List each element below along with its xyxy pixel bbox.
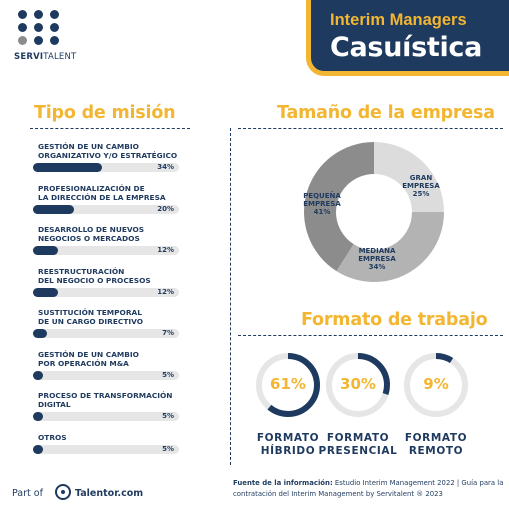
mission-bar [33, 444, 44, 454]
work-format-ring [326, 353, 390, 417]
ring-label: FORMATO HÍBRIDO [256, 432, 320, 457]
mission-bar-value: 20% [157, 204, 174, 213]
mission-bar-track: 7% [33, 329, 179, 339]
donut-label-gran: GRAN EMPRESA 25% [402, 174, 440, 198]
logo-dot [18, 23, 27, 32]
work-format-ring [256, 353, 320, 417]
company-size-heading: Tamaño de la empresa [277, 103, 495, 123]
ring-value: 61% [270, 375, 306, 393]
logo-dot [34, 23, 43, 32]
mission-bar-value: 12% [157, 246, 174, 255]
mission-bar-track: 12% [33, 246, 179, 256]
mission-category-label: OTROS [38, 432, 67, 442]
banner-subtitle: Interim Managers [330, 11, 467, 29]
logo-dot [50, 36, 59, 45]
work-format-heading: Formato de trabajo [301, 310, 488, 330]
logo-dot-grid [18, 10, 66, 50]
company-size-divider [238, 128, 503, 129]
mission-bar-value: 5% [162, 370, 174, 379]
ring-label: FORMATO REMOTO [404, 432, 468, 457]
mission-bar-value: 34% [157, 163, 174, 172]
mission-divider [30, 128, 190, 129]
part-of-text: Part of [12, 488, 43, 499]
mission-bar [33, 246, 58, 256]
mission-bar-value: 12% [157, 287, 174, 296]
logo-dot [34, 36, 43, 45]
company-size-donut [304, 142, 444, 282]
mission-bar-track: 5% [33, 412, 179, 422]
mission-bar-track: 5% [33, 370, 179, 380]
ring-label: FORMATO PRESENCIAL [318, 432, 398, 457]
mission-bar-track: 20% [33, 204, 179, 214]
logo-dot [34, 10, 43, 19]
mission-bar [33, 370, 44, 380]
work-format-divider [238, 335, 503, 336]
donut-label-mediana: MEDIANA EMPRESA 34% [358, 247, 396, 271]
mission-heading: Tipo de misión [34, 103, 176, 123]
donut-slice [374, 142, 444, 212]
mission-bar-track: 12% [33, 287, 179, 297]
ring-fill [404, 353, 468, 417]
mission-bar [33, 329, 48, 339]
mission-category-label: GESTIÓN DE UN CAMBIO POR OPERACIÓN M&A [38, 349, 139, 368]
mission-category-label: PROFESIONALIZACIÓN DE LA DIRECCIÓN DE LA… [38, 183, 166, 202]
mission-category-label: GESTIÓN DE UN CAMBIO ORGANIZATIVO Y/O ES… [38, 142, 178, 161]
ring-value: 30% [340, 375, 376, 393]
donut-slice [336, 212, 444, 282]
ring-fill [256, 353, 320, 417]
mission-bar-track: 34% [33, 163, 179, 173]
talentor-logo-icon [55, 484, 71, 500]
mission-category-label: DESARROLLO DE NUEVOS NEGOCIOS O MERCADOS [38, 225, 145, 244]
title-banner [306, 0, 509, 76]
mission-bar [33, 204, 74, 214]
talentor-link[interactable]: Talentor.com [75, 488, 144, 499]
mission-bar [33, 287, 58, 297]
mission-bar-value: 5% [162, 412, 174, 421]
mission-bar-value: 5% [162, 444, 174, 453]
mission-category-label: REESTRUCTURACIÓN DEL NEGOCIO O PROCESOS [38, 266, 151, 285]
mission-bar-value: 7% [162, 329, 174, 338]
logo-dot [18, 36, 27, 45]
logo-dot [50, 23, 59, 32]
servitalent-logo: SERVITALENT [14, 10, 76, 66]
logo-wordmark: SERVITALENT [14, 52, 77, 62]
source-note: Fuente de la información: Estudio Interi… [233, 479, 504, 498]
logo-dot [18, 10, 27, 19]
ring-fill [326, 353, 390, 417]
vertical-divider [230, 128, 231, 465]
logo-dot [50, 10, 59, 19]
banner-title: Casuística [330, 32, 483, 63]
mission-category-label: SUSTITUCIÓN TEMPORAL DE UN CARGO DIRECTI… [38, 308, 143, 327]
work-format-ring [404, 353, 468, 417]
mission-category-label: PROCESO DE TRANSFORMACIÓN DIGITAL [38, 391, 173, 410]
mission-bar [33, 163, 103, 173]
ring-value: 9% [423, 375, 449, 393]
donut-label-pequena: PEQUEÑA EMPRESA 41% [303, 192, 341, 216]
donut-slice [304, 142, 374, 272]
mission-bar-track: 5% [33, 444, 179, 454]
mission-bar [33, 412, 44, 422]
